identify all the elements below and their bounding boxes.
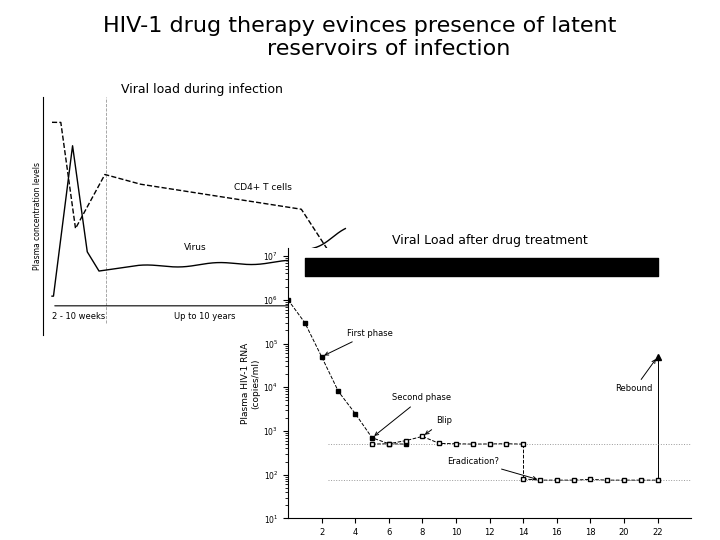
Title: Viral load during infection: Viral load during infection xyxy=(121,83,282,96)
Y-axis label: Plasma concentration levels: Plasma concentration levels xyxy=(33,162,42,270)
Text: Rx: Rx xyxy=(310,263,323,272)
Text: 2 - 10 weeks: 2 - 10 weeks xyxy=(52,312,105,321)
Text: Rebound: Rebound xyxy=(616,360,655,394)
Y-axis label: Plasma HIV-1 RNA
(copies/ml): Plasma HIV-1 RNA (copies/ml) xyxy=(241,343,261,424)
Text: Blip: Blip xyxy=(426,416,452,434)
Text: HIV-1 drug therapy evinces presence of latent
        reservoirs of infection: HIV-1 drug therapy evinces presence of l… xyxy=(103,16,617,59)
Text: First phase: First phase xyxy=(325,329,392,355)
Text: Second phase: Second phase xyxy=(375,394,451,435)
Text: Eradication?: Eradication? xyxy=(448,456,536,480)
Title: Viral Load after drug treatment: Viral Load after drug treatment xyxy=(392,234,588,247)
Text: Virus: Virus xyxy=(184,243,207,252)
Text: Up to 10 years: Up to 10 years xyxy=(174,312,235,321)
Text: CD4+ T cells: CD4+ T cells xyxy=(234,183,292,192)
